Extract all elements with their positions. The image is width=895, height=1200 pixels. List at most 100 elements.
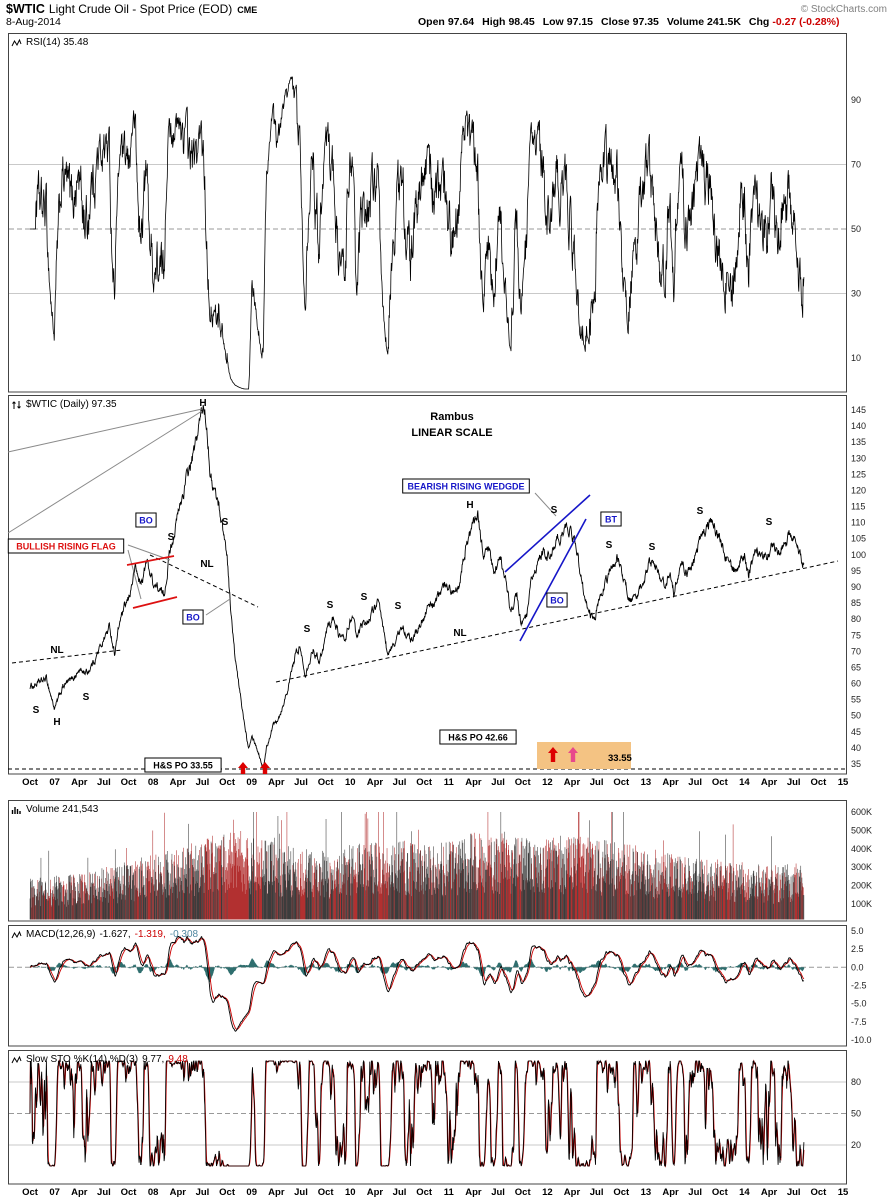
axis-year-label: 07	[49, 777, 60, 788]
pattern-label-nl: NL	[200, 559, 213, 570]
axis-month-label: Jul	[786, 1187, 801, 1198]
tick-label: 115	[851, 502, 865, 512]
axis-month-label: Oct	[711, 777, 728, 788]
axis-year-label: 14	[739, 1187, 750, 1198]
annotation-box	[144, 757, 222, 773]
axis-year-label: 08	[147, 1187, 159, 1198]
pattern-label-s: S	[83, 692, 90, 703]
symbol: $WTIC	[6, 2, 45, 16]
pattern-label-s: S	[395, 601, 402, 612]
axis-month-label: Jul	[294, 777, 308, 788]
tick-label: 50	[851, 711, 861, 721]
oscillator-icon	[11, 38, 22, 46]
up-arrow	[260, 762, 270, 774]
tick-label: 95	[851, 566, 861, 576]
axis-year-label: 15	[837, 1187, 849, 1198]
quote-value-open: 97.64	[447, 16, 475, 28]
axis-month-label: Oct	[613, 777, 630, 788]
axis-month-label: Oct	[810, 1187, 827, 1198]
macd-signal-line	[30, 937, 805, 1030]
quote-label-chg: Chg	[748, 16, 770, 28]
macd-panel: 5.0 2.5 0.0 -2.5 -5.0 -7.5 -10.0	[8, 925, 872, 1047]
tick-label: 50	[851, 1109, 861, 1119]
tick-label: 70	[851, 646, 861, 656]
tick-label: 80	[851, 1077, 861, 1087]
annotation-box	[439, 729, 517, 745]
tick-label: 140	[851, 421, 866, 431]
axis-month-label: Apr	[268, 777, 285, 788]
tick-label: 85	[851, 598, 861, 608]
axis-month-label: Jul	[294, 1187, 308, 1198]
volume-panel: 600K 500K 400K 300K 200K 100K	[8, 800, 872, 922]
annotation-line-dash	[275, 560, 839, 683]
annotation-box	[182, 609, 204, 625]
axis-month-label: Apr	[760, 777, 778, 788]
tick-label: 60	[851, 679, 861, 689]
header-line1: $WTIC Light Crude Oil - Spot Price (EOD) C…	[6, 2, 891, 16]
axis-month-label: Jul	[491, 1187, 505, 1198]
axis-month-label: Jul	[688, 1187, 703, 1198]
axis-month-label: Jul	[491, 777, 505, 788]
tick-label: 400K	[851, 844, 872, 854]
macd-signal-value: -1.319,	[134, 929, 166, 940]
sto-label: Slow STO %K(14) %D(3) 9.77, 9.48	[11, 1054, 188, 1065]
pattern-label-s: S	[551, 505, 558, 516]
annotation-box-label: BO	[550, 596, 564, 606]
axis-month-label: Oct	[317, 1187, 334, 1198]
axis-month-label: Oct	[120, 777, 137, 788]
price-label-text: $WTIC (Daily) 97.35	[26, 399, 117, 410]
annotation-box-label: BULLISH RISING FLAG	[16, 542, 116, 552]
rsi-line	[30, 76, 805, 390]
watermark-text: LINEAR SCALE	[411, 427, 492, 439]
annotation-box	[7, 538, 125, 554]
annotation-line-gray	[205, 598, 231, 616]
volume-bars-down	[31, 812, 804, 920]
tick-label: 35	[851, 759, 861, 769]
x-axis-labels-mid: Oct 07 Apr Jul Oct 08 Apr Jul Oct 09 Apr Jul Oct 10 Ap…	[0, 777, 895, 792]
axis-month-label: Apr	[465, 777, 482, 788]
price-objective-value: 33.55	[608, 753, 632, 764]
tick-label: 70	[851, 160, 861, 170]
annotation-box-label: H&S PO 33.55	[153, 761, 213, 771]
tick-label: 80	[851, 614, 861, 624]
axis-year-label: 10	[344, 777, 356, 788]
rsi-label: RSI(14) 35.48	[11, 37, 88, 48]
axis-year-label: 09	[246, 777, 257, 788]
tick-label: 135	[851, 437, 866, 447]
quote-label-volume: Volume	[666, 16, 705, 28]
tick-label: 20	[851, 1140, 861, 1150]
tick-label: 50	[851, 224, 861, 234]
axis-month-label: Oct	[416, 777, 433, 788]
axis-month-label: Jul	[392, 1187, 407, 1198]
axis-month-label: Oct	[514, 1187, 531, 1198]
axis-month-label: Jul	[97, 777, 111, 788]
tick-label: 10	[851, 353, 861, 363]
axis-month-label: Oct	[317, 777, 334, 788]
tick-label: 90	[851, 95, 861, 105]
axis-month-label: Apr	[366, 1187, 384, 1198]
sto-k-value: 9.77,	[142, 1054, 165, 1065]
annotation-box	[546, 592, 568, 608]
axis-month-label: Apr	[366, 777, 384, 788]
tick-label: 2.5	[851, 944, 864, 954]
pattern-label-s: S	[222, 517, 229, 528]
macd-hist-value: -0.308	[169, 929, 199, 940]
updown-arrows-icon	[12, 400, 21, 409]
macd-line	[29, 935, 805, 1032]
panel-border	[8, 33, 847, 393]
rsi-panel: 90 70 50 30 10	[8, 33, 861, 393]
pattern-label-h: H	[466, 500, 473, 511]
sto-label-text: Slow STO %K(14) %D(3)	[26, 1054, 139, 1065]
quote-label-high: High	[482, 16, 506, 28]
up-arrow	[238, 762, 248, 774]
annotation-box	[402, 478, 530, 494]
pattern-label-s: S	[327, 600, 334, 611]
axis-year-label: 08	[147, 777, 159, 788]
quote-value-high: 98.45	[508, 16, 535, 28]
macd-value: -1.627,	[99, 929, 131, 940]
axis-month-label: Apr	[169, 777, 186, 788]
histogram-icon	[11, 806, 21, 814]
chart-date: 8-Aug-2014	[6, 16, 61, 28]
quote-value-low: 97.15	[566, 16, 594, 28]
axis-month-label: Apr	[169, 1187, 186, 1198]
